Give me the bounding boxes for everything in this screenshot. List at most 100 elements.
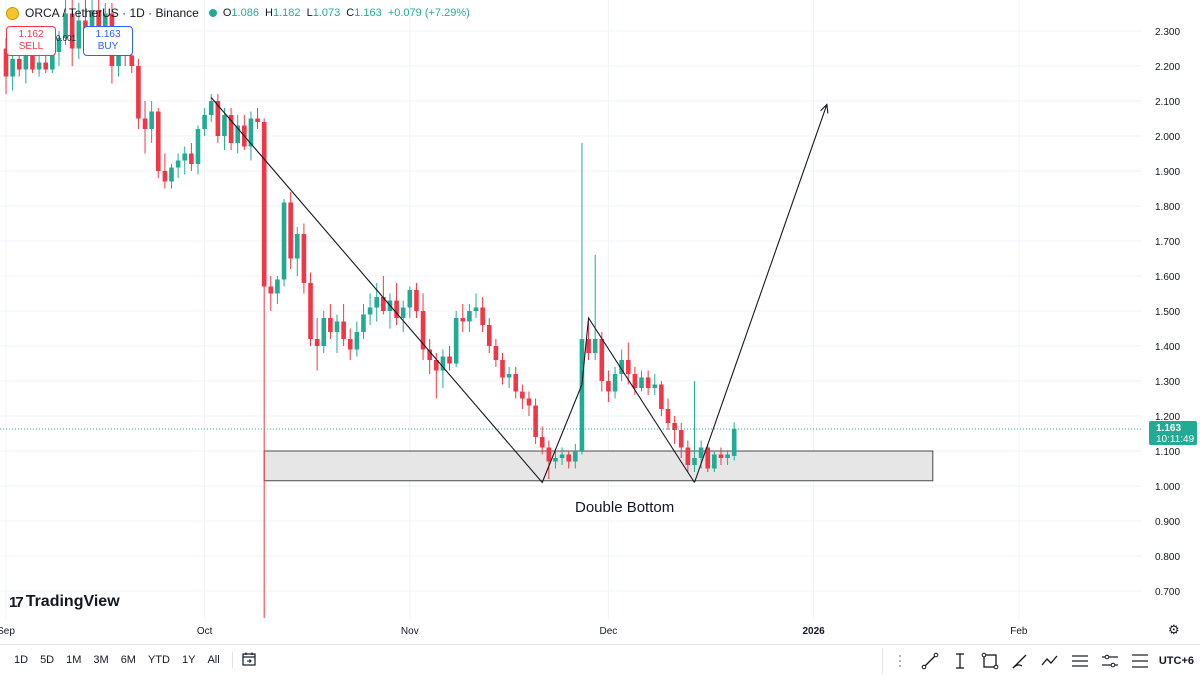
timeframe-1m[interactable]: 1M: [66, 654, 82, 666]
candle[interactable]: [308, 272, 313, 347]
candle[interactable]: [546, 440, 552, 480]
candle[interactable]: [685, 440, 691, 473]
candle[interactable]: [407, 286, 413, 319]
candle[interactable]: [539, 426, 545, 455]
candle[interactable]: [208, 94, 214, 122]
candle[interactable]: [592, 255, 598, 360]
candle[interactable]: [215, 94, 221, 143]
fib-retracement-tool-icon[interactable]: [1069, 650, 1091, 672]
candle[interactable]: [526, 391, 532, 417]
candle[interactable]: [467, 304, 472, 332]
candle[interactable]: [275, 276, 280, 304]
candle[interactable]: [447, 346, 452, 371]
candle[interactable]: [420, 293, 426, 361]
candle[interactable]: [731, 422, 737, 461]
candle[interactable]: [639, 370, 644, 392]
candle[interactable]: [242, 115, 247, 150]
candle[interactable]: [149, 101, 154, 143]
trend-line-tool-icon[interactable]: [919, 650, 941, 672]
candle[interactable]: [255, 108, 260, 129]
candle[interactable]: [334, 314, 340, 354]
candle[interactable]: [222, 108, 227, 150]
candle[interactable]: [513, 367, 519, 399]
candle[interactable]: [182, 146, 188, 175]
candle[interactable]: [414, 283, 419, 318]
timeframe-6m[interactable]: 6M: [120, 654, 136, 666]
tradingview-logo[interactable]: 17 TradingView: [9, 593, 120, 611]
candle[interactable]: [10, 52, 15, 91]
candle[interactable]: [341, 304, 346, 346]
candle[interactable]: [606, 370, 611, 403]
candle[interactable]: [500, 353, 505, 385]
candle[interactable]: [553, 451, 558, 469]
drag-handle-icon[interactable]: [889, 650, 911, 672]
candle[interactable]: [480, 297, 485, 332]
candle[interactable]: [294, 227, 300, 276]
projection-arrow-line[interactable]: [693, 104, 828, 483]
candle[interactable]: [202, 108, 207, 136]
candle[interactable]: [381, 276, 386, 315]
buy-button[interactable]: 1.163 BUY: [83, 26, 133, 56]
candle[interactable]: [281, 199, 287, 287]
candle[interactable]: [328, 304, 333, 339]
candle[interactable]: [652, 374, 658, 395]
candle[interactable]: [573, 444, 578, 469]
candle[interactable]: [189, 143, 194, 171]
candle[interactable]: [400, 300, 406, 333]
candle[interactable]: [288, 192, 293, 269]
support-zone[interactable]: [263, 450, 934, 482]
candle[interactable]: [453, 311, 459, 367]
double-bottom-label[interactable]: Double Bottom: [569, 497, 681, 518]
candle[interactable]: [672, 416, 677, 444]
candle[interactable]: [520, 384, 525, 410]
settings-gear-icon[interactable]: ⚙: [1168, 622, 1180, 637]
candle[interactable]: [142, 101, 148, 154]
candle[interactable]: [361, 304, 366, 339]
candle[interactable]: [394, 283, 399, 325]
candle[interactable]: [493, 339, 499, 367]
candle[interactable]: [612, 367, 618, 399]
candle[interactable]: [155, 108, 161, 178]
candle[interactable]: [460, 304, 466, 332]
candle[interactable]: [645, 370, 651, 396]
candle[interactable]: [705, 444, 711, 472]
candle[interactable]: [235, 115, 240, 154]
candle[interactable]: [195, 125, 201, 175]
chart-area[interactable]: 2.300 2.200 2.100 2.000 1.900 1.800 1.700 1.600…: [0, 0, 1200, 640]
candle[interactable]: [579, 143, 585, 455]
candle[interactable]: [434, 353, 439, 399]
candle[interactable]: [169, 164, 174, 189]
candle[interactable]: [586, 321, 591, 361]
candle[interactable]: [718, 447, 724, 466]
candle[interactable]: [314, 318, 320, 371]
timezone-selector[interactable]: UTC+6: [1158, 655, 1194, 667]
candle[interactable]: [619, 349, 624, 382]
timeframe-all[interactable]: All: [207, 654, 220, 666]
candle[interactable]: [367, 293, 373, 326]
timeframe-ytd[interactable]: YTD: [147, 654, 170, 666]
candle[interactable]: [228, 108, 234, 150]
candle[interactable]: [23, 52, 29, 84]
candle[interactable]: [248, 111, 254, 161]
candle[interactable]: [136, 59, 141, 129]
candle[interactable]: [559, 447, 565, 466]
candle[interactable]: [712, 451, 717, 472]
candle[interactable]: [566, 451, 571, 469]
brush-tool-icon[interactable]: [1009, 650, 1031, 672]
candle[interactable]: [440, 349, 446, 389]
candle[interactable]: [659, 381, 664, 416]
price-chart[interactable]: 2.300 2.200 2.100 2.000 1.900 1.800 1.700 1.600…: [0, 0, 1200, 640]
go-to-date-icon[interactable]: [241, 651, 257, 670]
candle[interactable]: [162, 153, 168, 189]
rectangle-tool-icon[interactable]: [979, 650, 1001, 672]
timeframe-5d[interactable]: 5D: [40, 654, 55, 666]
candle[interactable]: [486, 318, 492, 353]
candle[interactable]: [301, 223, 307, 294]
candle[interactable]: [725, 451, 730, 465]
candle[interactable]: [261, 118, 267, 619]
candle[interactable]: [354, 321, 360, 357]
double-bottom-zigzag[interactable]: [210, 97, 695, 484]
measure-tool-icon[interactable]: [1099, 650, 1121, 672]
symbol-title[interactable]: ORCA / TetherUS · 1D · Binance: [25, 6, 199, 20]
candle[interactable]: [63, 0, 68, 45]
